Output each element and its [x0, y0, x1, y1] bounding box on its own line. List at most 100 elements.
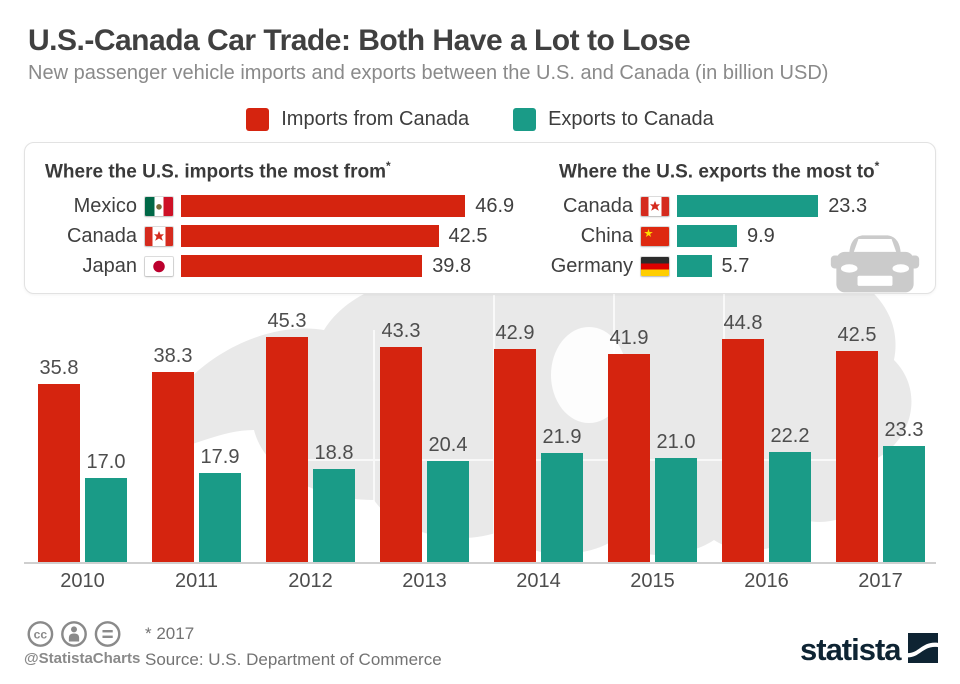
- value-bar: [152, 371, 194, 562]
- bar-value-label: 44.8: [723, 312, 763, 335]
- value-bar: [722, 339, 764, 562]
- ranking-bar: [677, 255, 712, 278]
- statista-charts-handle: @StatistaCharts: [24, 650, 141, 667]
- x-axis-tick-label: 2015: [630, 570, 675, 592]
- bar-value-label: 21.0: [656, 430, 696, 453]
- x-axis-tick-label: 2016: [744, 570, 789, 592]
- country-label: Japan: [82, 254, 138, 277]
- value-bar: [380, 346, 422, 562]
- footnote-marker: *: [874, 159, 880, 173]
- statista-logo-square-icon: [907, 632, 938, 668]
- bar-value-label: 23.3: [884, 419, 924, 442]
- source-text: Source: U.S. Department of Commerce: [145, 650, 442, 669]
- page-title: U.S.-Canada Car Trade: Both Have a Lot t…: [28, 24, 691, 57]
- statista-logo: statista: [800, 632, 938, 668]
- exports-ranking-title: Where the U.S. exports the most to*: [559, 159, 935, 183]
- bar-value-label: 18.8: [314, 441, 354, 464]
- ranking-bar: [181, 195, 466, 218]
- ranking-bar: [181, 225, 439, 248]
- bar-value-label: 17.0: [86, 450, 126, 473]
- footnote-marker: *: [385, 159, 391, 173]
- exports-swatch-icon: [513, 108, 537, 131]
- mexico-flag-icon: [145, 196, 173, 216]
- country-label: Canada: [562, 194, 633, 217]
- bar-value-label: 35.8: [39, 357, 79, 380]
- value-bar: [313, 468, 355, 562]
- legend-label: Imports from Canada: [281, 108, 470, 130]
- imports-ranking-bars: Mexico 46.9 Canada 42.5 Japan 39.8: [45, 191, 515, 281]
- ranking-row: Canada 23.3: [525, 191, 935, 221]
- bar-value-label: 42.9: [495, 321, 535, 344]
- canada-flag-icon: [641, 196, 669, 216]
- exports-ranking-title-text: Where the U.S. exports the most to: [559, 161, 875, 183]
- ranking-bar: [677, 195, 819, 218]
- ranking-panel: Where the U.S. imports the most from* Me…: [24, 142, 936, 294]
- exports-ranking-bars: Canada 23.3 China 9.9 Germany 5.7: [525, 191, 935, 281]
- bar-value-label: 42.5: [837, 323, 877, 346]
- country-label: Germany: [550, 254, 633, 277]
- germany-flag-icon: [641, 256, 669, 276]
- ranking-value: 23.3: [828, 194, 868, 217]
- cc-icon: [27, 621, 54, 647]
- exports-ranking: Where the U.S. exports the most to* Cana…: [525, 155, 935, 281]
- chart-legend: Imports from Canada Exports to Canada: [0, 108, 960, 131]
- bar-value-label: 43.3: [381, 319, 421, 342]
- ranking-value: 42.5: [448, 224, 488, 247]
- bar-value-label: 45.3: [267, 309, 307, 332]
- value-bar: [883, 446, 925, 562]
- legend-label: Exports to Canada: [548, 108, 714, 130]
- ranking-row: China 9.9: [525, 221, 935, 251]
- value-bar: [655, 457, 697, 562]
- svg-text:cc: cc: [34, 628, 48, 642]
- country-label: Mexico: [73, 194, 137, 217]
- x-axis-tick-label: 2010: [60, 570, 105, 592]
- bar-value-label: 38.3: [153, 344, 193, 367]
- country-label: Canada: [66, 224, 137, 247]
- ranking-value: 5.7: [721, 254, 750, 277]
- value-bar: [85, 477, 127, 562]
- bar-value-label: 22.2: [770, 424, 810, 447]
- value-bar: [541, 453, 583, 562]
- ranking-bar: [181, 255, 423, 278]
- value-bar: [266, 336, 308, 562]
- value-bar: [836, 350, 878, 562]
- value-bar: [608, 353, 650, 562]
- ranking-bar: [677, 225, 737, 248]
- value-bar: [199, 473, 241, 562]
- ranking-row: Mexico 46.9: [45, 191, 515, 221]
- main-bar-chart: 35.8 17.0 2010 38.3 17.9 2011 45.3 18.8 2012 43.3…: [24, 300, 936, 600]
- x-axis-tick-label: 2013: [402, 570, 447, 592]
- x-axis-tick-label: 2011: [174, 570, 218, 592]
- bar-value-label: 41.9: [609, 326, 649, 349]
- china-flag-icon: [641, 226, 669, 246]
- bar-value-label: 20.4: [428, 433, 468, 456]
- x-axis-line: [24, 562, 936, 564]
- imports-ranking-title-text: Where the U.S. imports the most from: [45, 161, 386, 183]
- value-bar: [38, 384, 80, 562]
- bar-value-label: 17.9: [200, 446, 240, 469]
- value-bar: [494, 348, 536, 562]
- cc-attribution-icon: [61, 621, 87, 647]
- country-label: China: [580, 224, 633, 247]
- ranking-value: 9.9: [746, 224, 775, 247]
- canada-flag-icon: [145, 226, 173, 246]
- ranking-row: Japan 39.8: [45, 251, 515, 281]
- bar-value-label: 21.9: [542, 426, 582, 449]
- cc-no-derivatives-icon: [94, 621, 121, 647]
- cc-license-icons: cc: [26, 620, 122, 653]
- japan-flag-icon: [145, 256, 173, 276]
- x-axis-tick-label: 2014: [516, 570, 561, 592]
- legend-item-imports: Imports from Canada: [246, 108, 469, 131]
- x-axis-tick-label: 2017: [858, 570, 903, 592]
- value-bar: [427, 460, 469, 562]
- ranking-row: Germany 5.7: [525, 251, 935, 281]
- imports-swatch-icon: [246, 108, 270, 131]
- ranking-value: 46.9: [475, 194, 515, 217]
- legend-item-exports: Exports to Canada: [513, 108, 714, 131]
- value-bar: [769, 451, 811, 562]
- ranking-row: Canada 42.5: [45, 221, 515, 251]
- x-axis-tick-label: 2012: [288, 570, 333, 592]
- imports-ranking: Where the U.S. imports the most from* Me…: [45, 155, 515, 281]
- chart-footnote: * 2017: [145, 624, 195, 643]
